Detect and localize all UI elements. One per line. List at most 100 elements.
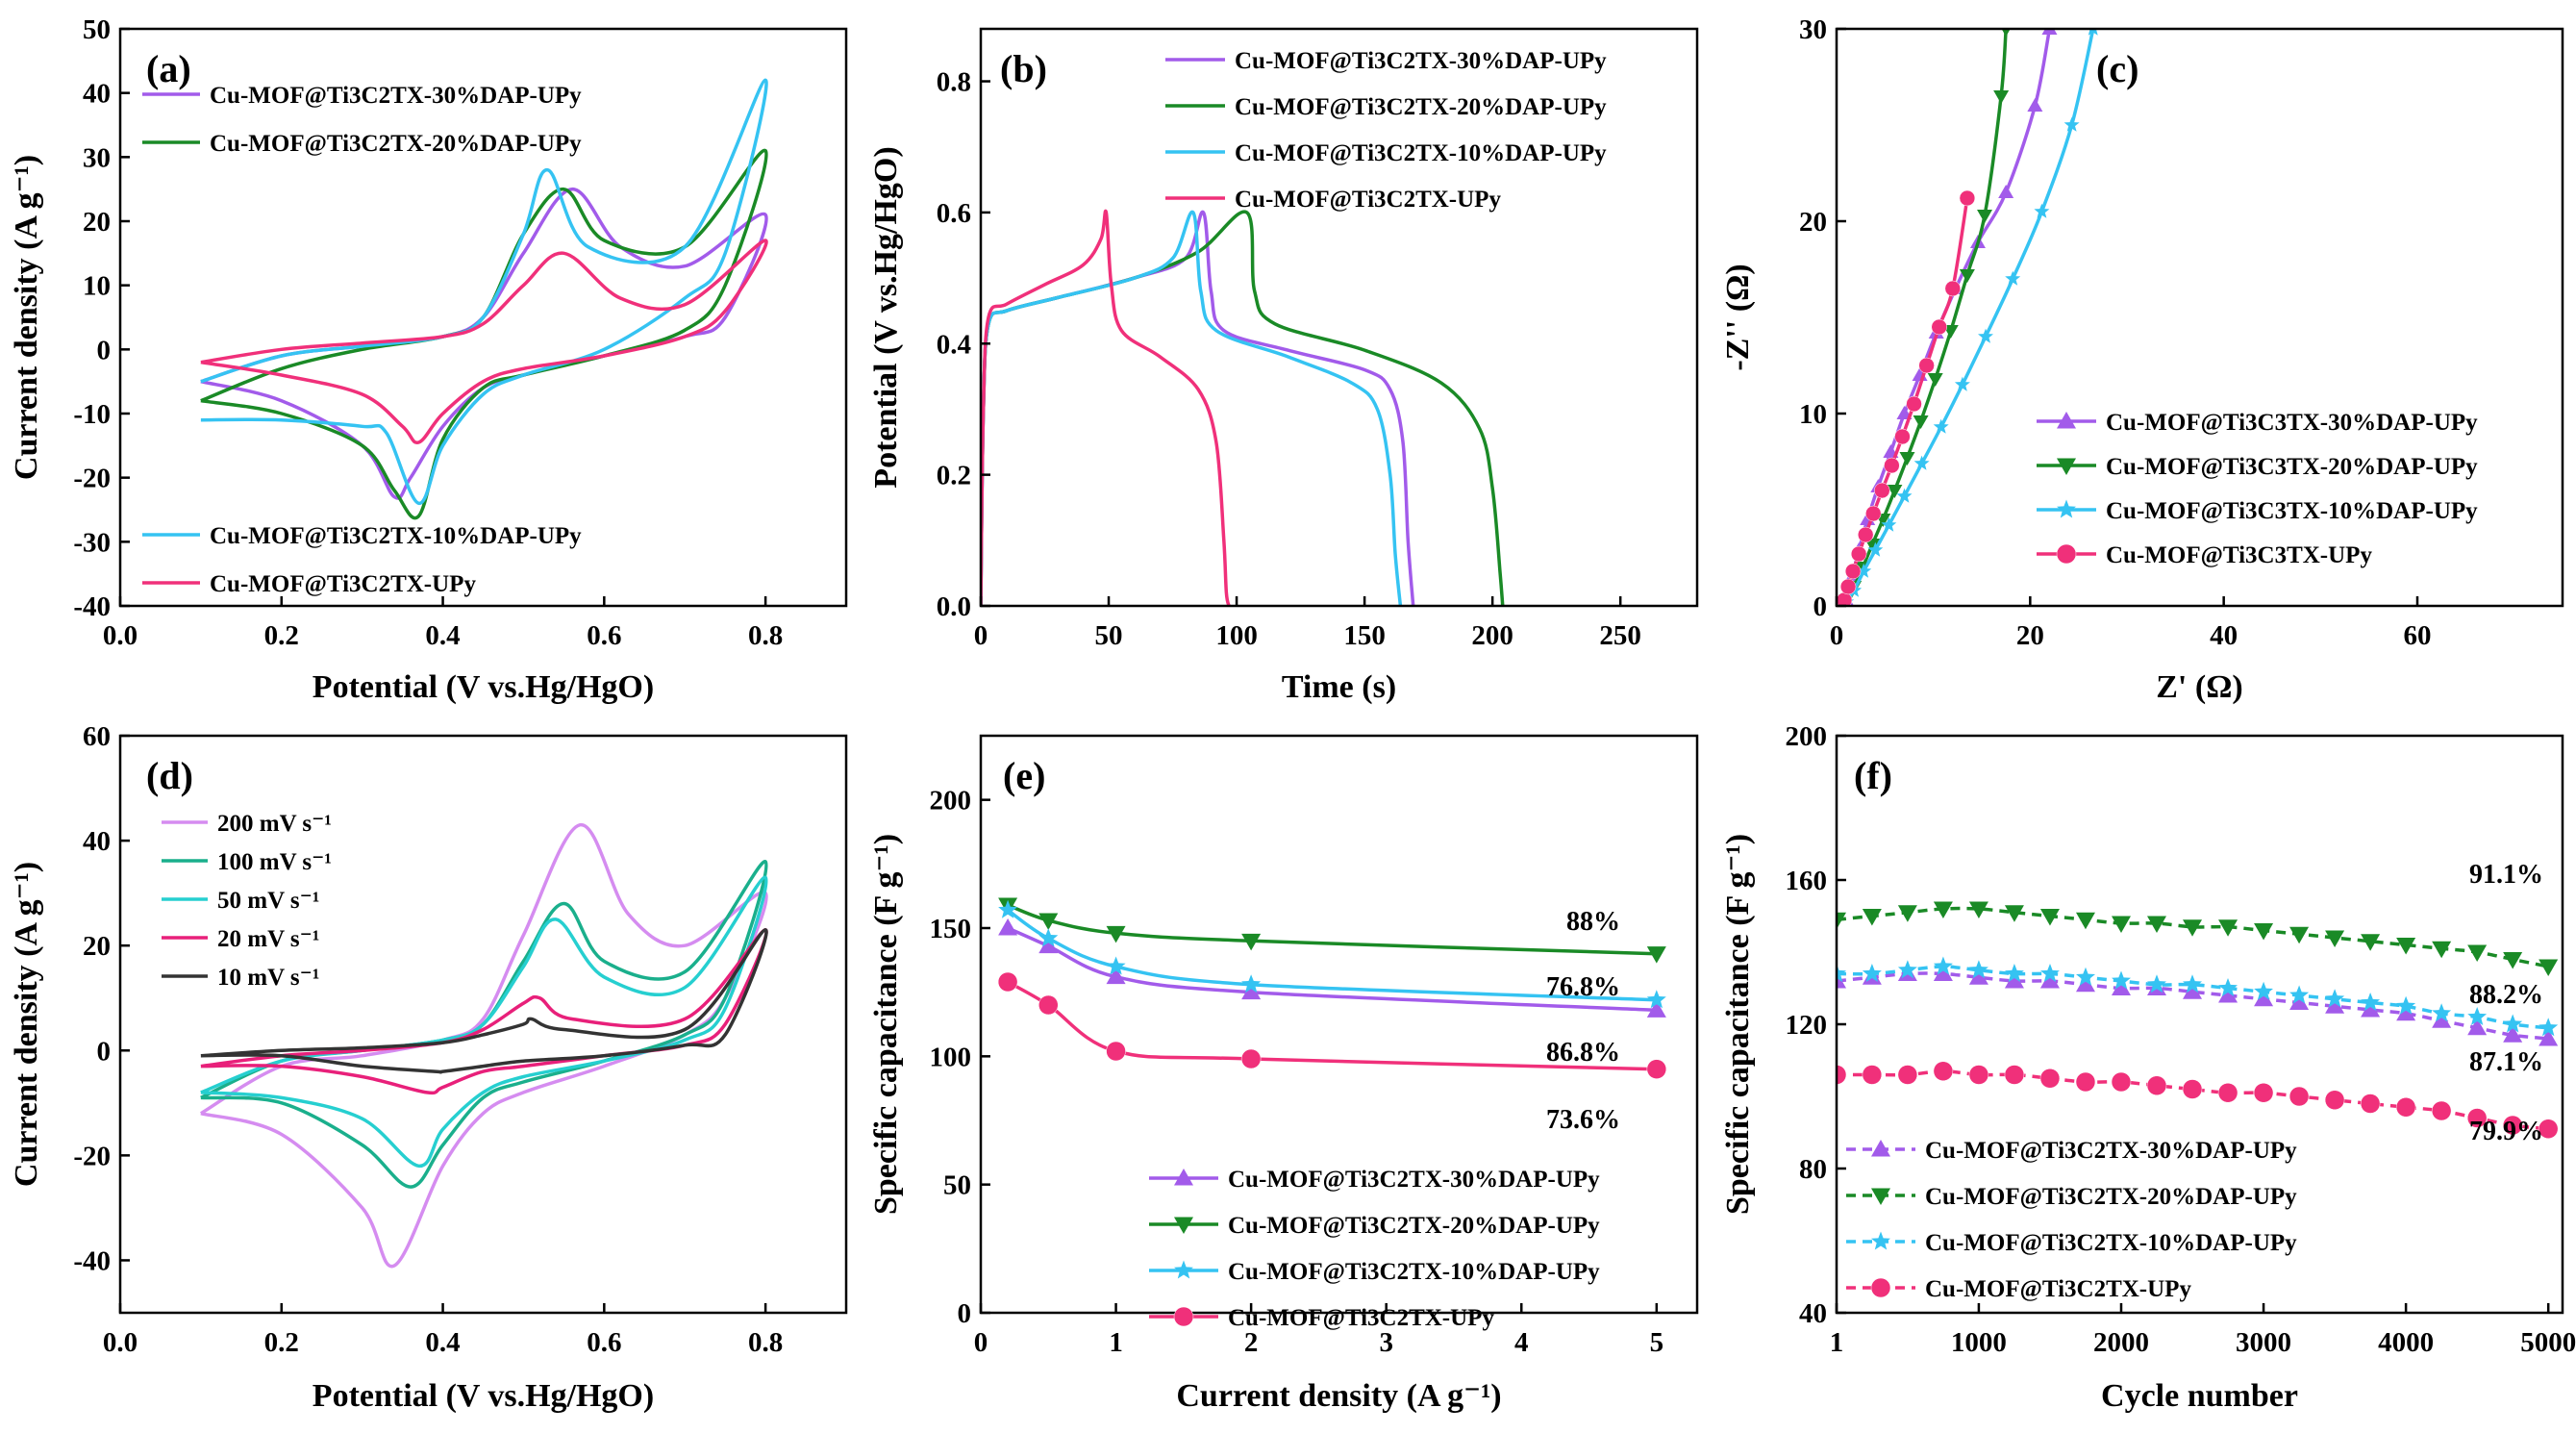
circle-marker (2395, 1097, 2416, 1118)
x-tick-label: 2 (1244, 1327, 1259, 1358)
triangle-up-marker (2361, 1000, 2381, 1018)
circle-marker (1968, 1065, 1989, 1085)
circle-marker (1240, 1048, 1262, 1069)
triangle-down-marker (2004, 905, 2024, 922)
legend-label: 20 mV s⁻¹ (217, 926, 319, 952)
series-line-2 (1837, 906, 2549, 968)
x-axis-title: Z' (Ω) (2156, 669, 2243, 705)
y-tick-label: 0 (97, 1036, 112, 1067)
x-tick-label: 40 (2210, 620, 2238, 651)
y-tick-label: 10 (83, 271, 111, 302)
circle-marker (1931, 318, 1947, 336)
circle-marker (1897, 1065, 1918, 1085)
x-tick-label: 0 (974, 620, 988, 651)
x-tick-label: 200 (1471, 620, 1513, 651)
x-axis-title: Time (s) (1282, 669, 1396, 705)
circle-marker (2324, 1090, 2345, 1110)
star-marker (2325, 989, 2345, 1008)
legend-label: 50 mV s⁻¹ (217, 888, 319, 914)
series-line-4 (981, 209, 1231, 606)
triangle-down-marker (1899, 452, 1915, 465)
series-line-4 (1837, 1069, 2549, 1131)
circle-marker (1106, 1041, 1126, 1062)
x-tick-label: 2000 (2093, 1327, 2149, 1358)
triangle-up-marker (1174, 1169, 1193, 1186)
triangle-up-marker (1968, 968, 1988, 985)
circle-marker (2039, 1068, 2061, 1089)
triangle-down-marker (2325, 930, 2345, 947)
legend-label: Cu-MOF@Ti3C2TX-30%DAP-UPy (1925, 1138, 2297, 1164)
y-tick-label: 200 (1786, 721, 1828, 752)
y-tick-label: 40 (83, 826, 111, 857)
legend-label: Cu-MOF@Ti3C2TX-30%DAP-UPy (210, 83, 582, 109)
y-tick-label: 20 (1799, 207, 1827, 238)
legend-label: Cu-MOF@Ti3C2TX-20%DAP-UPy (1925, 1184, 2297, 1210)
legend-label: Cu-MOF@Ti3C2TX-10%DAP-UPy (1235, 140, 1607, 166)
circle-marker (1944, 280, 1962, 297)
y-tick-label: 10 (1799, 399, 1827, 430)
x-axis-title: Current density (A g⁻¹) (1176, 1378, 1501, 1414)
percent-annotation: 88% (1566, 907, 1620, 937)
star-marker (2467, 1007, 2488, 1025)
star-marker (2361, 993, 2381, 1011)
circle-marker (2360, 1094, 2381, 1114)
y-tick-label: -40 (73, 591, 111, 622)
triangle-up-marker (2254, 989, 2274, 1007)
legend-label: Cu-MOF@Ti3C3TX-10%DAP-UPy (2106, 498, 2478, 524)
y-axis-title: Current density (A g⁻¹) (9, 155, 44, 480)
triangle-down-marker (1646, 946, 1666, 964)
triangle-up-marker (2396, 1003, 2416, 1021)
x-tick-label: 0.6 (587, 620, 621, 651)
circle-marker (2056, 543, 2077, 565)
triangle-up-marker (2075, 974, 2095, 993)
triangle-down-marker (2254, 923, 2274, 941)
triangle-up-marker (1646, 1000, 1666, 1018)
legend-label: Cu-MOF@Ti3C2TX-UPy (1228, 1305, 1494, 1331)
x-tick-label: 1 (1109, 1327, 1123, 1358)
circle-marker (1874, 482, 1890, 499)
percent-annotation: 73.6% (1546, 1105, 1620, 1135)
triangle-down-marker (2075, 912, 2095, 930)
percent-annotation: 88.2% (2469, 980, 2543, 1010)
circle-marker (2111, 1071, 2132, 1093)
star-marker (1913, 455, 1930, 470)
y-tick-label: -30 (73, 527, 111, 558)
triangle-down-marker (2467, 944, 2488, 962)
triangle-up-marker (2027, 98, 2043, 112)
panel-f: 1 1000 2000 3000 4000 5000 40 80 120 160 200 Cycle … (1720, 721, 2576, 1414)
star-marker (2218, 978, 2238, 996)
triangle-down-marker (1977, 210, 1993, 223)
x-tick-label: 0.4 (425, 620, 460, 651)
triangle-down-marker (1933, 901, 1953, 918)
star-marker (2289, 985, 2310, 1004)
triangle-down-marker (1959, 269, 1975, 283)
triangle-down-marker (2111, 916, 2131, 933)
star-marker (2183, 974, 2202, 993)
panel-label: (e) (1003, 754, 1045, 797)
x-axis-title: Cycle number (2101, 1378, 2298, 1414)
series-group (997, 897, 1667, 1079)
triangle-up-marker (1998, 185, 2014, 198)
circle-marker (1173, 1306, 1194, 1327)
circle-marker (1906, 395, 1922, 413)
triangle-down-marker (1871, 1188, 1890, 1205)
x-axis-title: Potential (V vs.Hg/HgO) (313, 1378, 654, 1414)
triangle-up-marker (998, 918, 1018, 936)
circle-marker (1837, 1065, 1847, 1085)
star-marker (2034, 203, 2050, 218)
circle-marker (2253, 1083, 2274, 1103)
circle-marker (1844, 563, 1862, 580)
series-line-4 (200, 928, 768, 1095)
y-tick-label: 120 (1786, 1010, 1828, 1041)
star-marker (1862, 964, 1882, 982)
y-tick-label: 50 (943, 1170, 971, 1201)
x-tick-label: 100 (1215, 620, 1258, 651)
triangle-down-marker (2183, 919, 2203, 937)
star-marker (1856, 563, 1872, 578)
triangle-down-marker (1862, 909, 1882, 926)
x-tick-label: 1000 (1951, 1327, 2007, 1358)
star-marker (1241, 974, 1262, 993)
star-marker (1038, 928, 1059, 947)
star-marker (998, 899, 1018, 918)
